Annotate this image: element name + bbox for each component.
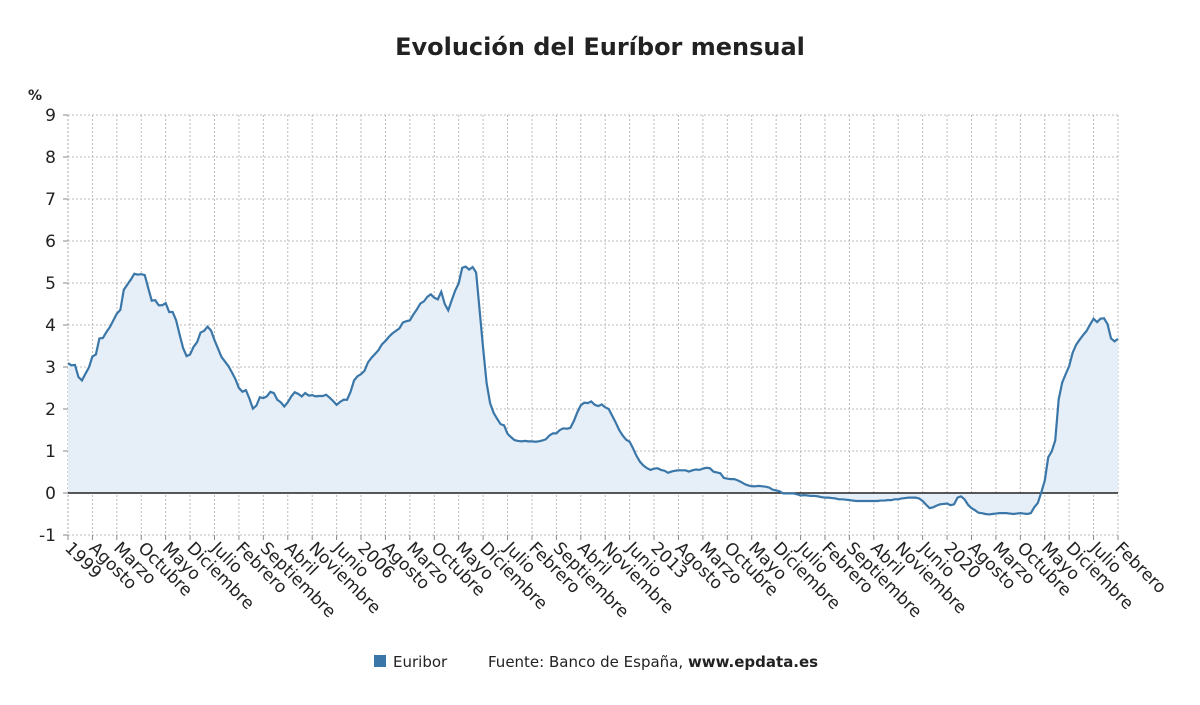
source-site: www.epdata.es bbox=[688, 653, 818, 671]
source-text: Fuente: Banco de España, bbox=[488, 653, 683, 671]
source: Fuente: Banco de España, www.epdata.es bbox=[488, 653, 818, 671]
y-tick-label: 7 bbox=[45, 190, 56, 210]
y-axis-label: % bbox=[28, 88, 42, 104]
y-tick-label: 3 bbox=[45, 358, 56, 378]
y-tick-label: -1 bbox=[39, 526, 56, 546]
y-tick-label: 6 bbox=[45, 232, 56, 252]
area bbox=[68, 266, 1118, 515]
y-tick-label: 4 bbox=[45, 316, 56, 336]
legend-swatch bbox=[374, 655, 386, 667]
y-tick-label: 1 bbox=[45, 442, 56, 462]
chart-title: Evolución del Euríbor mensual bbox=[395, 33, 805, 61]
y-tick-label: 9 bbox=[45, 106, 56, 126]
line bbox=[67, 265, 1119, 516]
y-tick-label: 0 bbox=[45, 484, 56, 504]
y-tick-label: 5 bbox=[45, 274, 56, 294]
y-tick-label: 8 bbox=[45, 148, 56, 168]
y-tick-label: 2 bbox=[45, 400, 56, 420]
legend-label: Euribor bbox=[393, 653, 448, 671]
legend: Euribor bbox=[374, 653, 448, 671]
